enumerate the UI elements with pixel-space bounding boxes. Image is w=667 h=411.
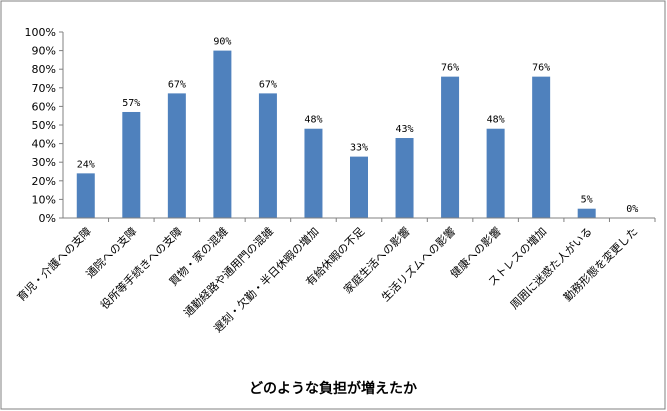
- y-tick-label: 10%: [32, 193, 56, 206]
- y-tick-label: 0%: [39, 212, 56, 225]
- y-tick-label: 70%: [32, 82, 56, 95]
- y-tick-label: 60%: [32, 100, 56, 113]
- data-label: 76%: [532, 63, 550, 74]
- y-tick-label: 50%: [32, 119, 56, 132]
- data-labels-group: 24% 57% 67% 90% 67% 48% 33% 43% 76% 48% 76% 5% 0%: [77, 37, 639, 215]
- bar: [213, 50, 232, 218]
- data-label: 90%: [213, 37, 231, 48]
- bar: [441, 76, 460, 218]
- y-tick-label: 40%: [32, 138, 56, 151]
- y-tick-label: 20%: [32, 175, 56, 188]
- y-tick-label: 80%: [32, 63, 56, 76]
- data-label: 57%: [122, 98, 140, 109]
- bar: [258, 93, 277, 218]
- data-label: 24%: [77, 159, 95, 170]
- bar: [122, 111, 141, 218]
- data-label: 0%: [626, 204, 638, 215]
- y-tick-label: 100%: [25, 26, 56, 39]
- bar: [577, 208, 596, 218]
- data-label: 67%: [168, 79, 186, 90]
- data-label: 5%: [581, 195, 593, 206]
- data-label: 48%: [304, 115, 322, 126]
- bar: [395, 138, 414, 218]
- data-label: 33%: [350, 143, 368, 154]
- bar: [76, 173, 95, 218]
- data-label: 76%: [441, 63, 459, 74]
- data-label: 48%: [487, 115, 505, 126]
- y-axis: 0% 10% 20% 30% 40% 50% 60% 70% 80% 90% 100%: [25, 26, 63, 225]
- bar: [350, 156, 368, 218]
- bar: [486, 128, 505, 218]
- data-label: 43%: [396, 124, 414, 135]
- y-tick-label: 90%: [32, 45, 56, 58]
- bar: [304, 128, 323, 218]
- bars-group: [76, 50, 656, 222]
- y-tick-label: 30%: [32, 156, 56, 169]
- x-axis-title: どのような負担が増えたか: [249, 380, 417, 397]
- bar: [532, 76, 551, 218]
- bar: [167, 93, 186, 218]
- data-label: 67%: [259, 79, 277, 90]
